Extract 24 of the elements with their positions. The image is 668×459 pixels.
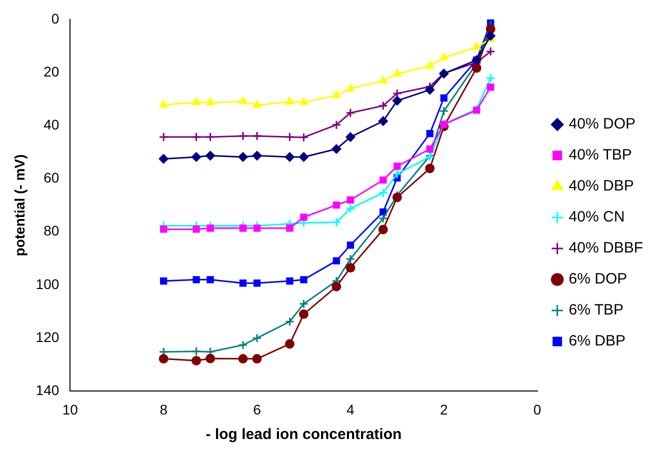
x-tick-label: 6 xyxy=(253,401,262,418)
y-tick-label: 40 xyxy=(44,116,60,132)
x-tick-label: 0 xyxy=(533,401,542,418)
legend-label: 40% DBP xyxy=(568,178,634,195)
x-axis-title: - log lead ion concentration xyxy=(206,426,402,444)
x-tick-label: 8 xyxy=(160,401,168,418)
y-axis-title: potential (- mV) xyxy=(11,154,28,256)
legend-label: 40% DOP xyxy=(568,116,636,133)
y-tick-label: 80 xyxy=(44,222,60,239)
legend-label: 40% CN xyxy=(568,208,625,226)
y-tick-label: 140 xyxy=(36,382,60,398)
y-tick-label: 120 xyxy=(36,328,60,345)
legend-label: 40% DBBF xyxy=(568,240,644,257)
y-tick-label: 60 xyxy=(44,170,60,186)
y-tick-label: 0 xyxy=(51,10,60,26)
legend-label: 6% DOP xyxy=(568,270,628,288)
x-tick-label: 10 xyxy=(62,401,78,418)
x-tick-label: 2 xyxy=(440,401,448,418)
legend-label: 6% TBP xyxy=(568,302,624,319)
y-tick-label: 100 xyxy=(36,276,60,292)
x-tick-label: 4 xyxy=(346,401,355,418)
legend-label: 40% TBP xyxy=(568,146,632,164)
legend-label: 6% DBP xyxy=(568,332,626,350)
y-tick-label: 20 xyxy=(44,63,60,80)
